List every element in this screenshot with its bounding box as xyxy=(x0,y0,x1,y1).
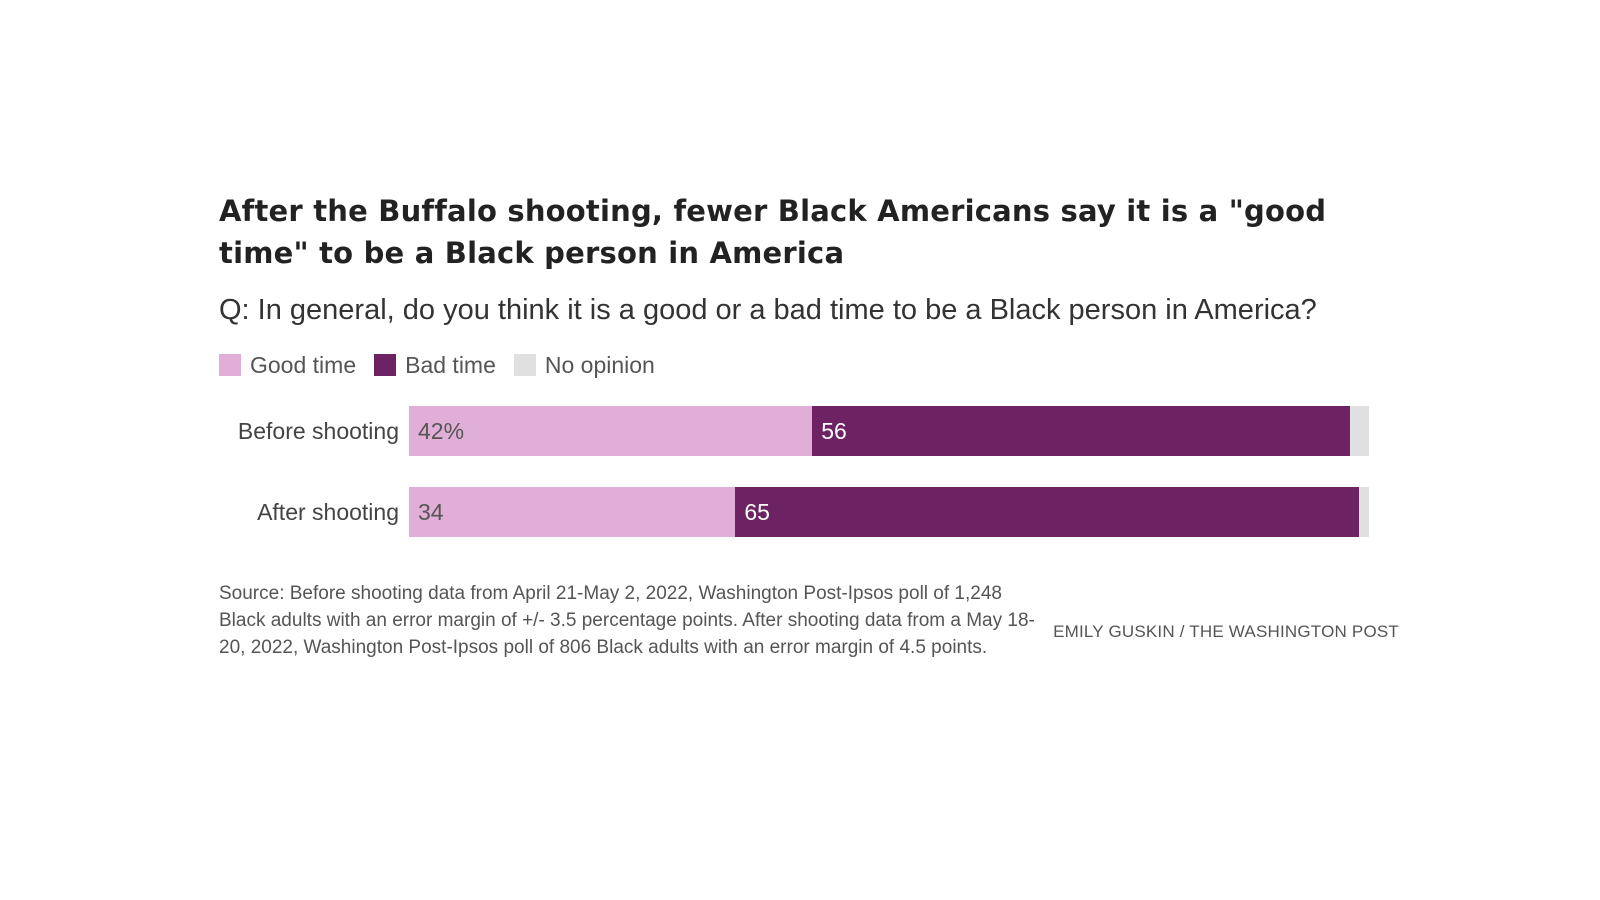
bar-segment-none xyxy=(1359,487,1369,537)
bar-segment-bad: 65 xyxy=(735,487,1360,537)
chart-container: After the Buffalo shooting, fewer Black … xyxy=(219,190,1399,544)
row-label: Before shooting xyxy=(237,418,399,444)
legend-label-no-opinion: No opinion xyxy=(544,351,655,378)
legend-swatch-no-opinion xyxy=(513,354,536,376)
bar-segment-none xyxy=(1349,406,1369,456)
bar-row: After shooting 34 65 xyxy=(219,487,1399,537)
bar-value-label: 65 xyxy=(744,499,770,525)
source-note: Source: Before shooting data from April … xyxy=(219,583,1035,658)
legend-label-good: Good time xyxy=(250,351,357,378)
chart-subtitle: Q: In general, do you think it is a good… xyxy=(219,294,1317,326)
bar-track: 42% 56 xyxy=(409,406,1369,456)
bar-area: Before shooting 42% 56 After shooting 34 65 xyxy=(219,406,1399,544)
legend-swatch-bad xyxy=(374,354,397,376)
bar-segment-good: 34 xyxy=(409,487,736,537)
row-label: After shooting xyxy=(257,499,399,525)
legend-item-good: Good time xyxy=(219,352,356,379)
bar-value-label: 34 xyxy=(418,499,444,525)
bar-segment-bad: 56 xyxy=(812,406,1350,456)
footer: Source: Before shooting data from April … xyxy=(219,580,1399,690)
legend-swatch-good xyxy=(219,354,241,376)
bar-track: 34 65 xyxy=(409,487,1369,537)
legend-item-no-opinion: No opinion xyxy=(513,351,655,379)
legend-item-bad: Bad time xyxy=(374,352,496,379)
legend-label-bad: Bad time xyxy=(405,351,496,378)
bar-row: Before shooting 42% 56 xyxy=(219,406,1399,456)
bar-segment-good: 42% xyxy=(409,406,813,456)
bar-value-label: 42% xyxy=(418,418,465,444)
credit-line: EMILY GUSKIN / THE WASHINGTON POST xyxy=(1053,622,1399,641)
bar-value-label: 56 xyxy=(821,418,847,444)
legend: Good time Bad time No opinion xyxy=(219,350,1399,380)
chart-title: After the Buffalo shooting, fewer Black … xyxy=(219,194,1327,270)
